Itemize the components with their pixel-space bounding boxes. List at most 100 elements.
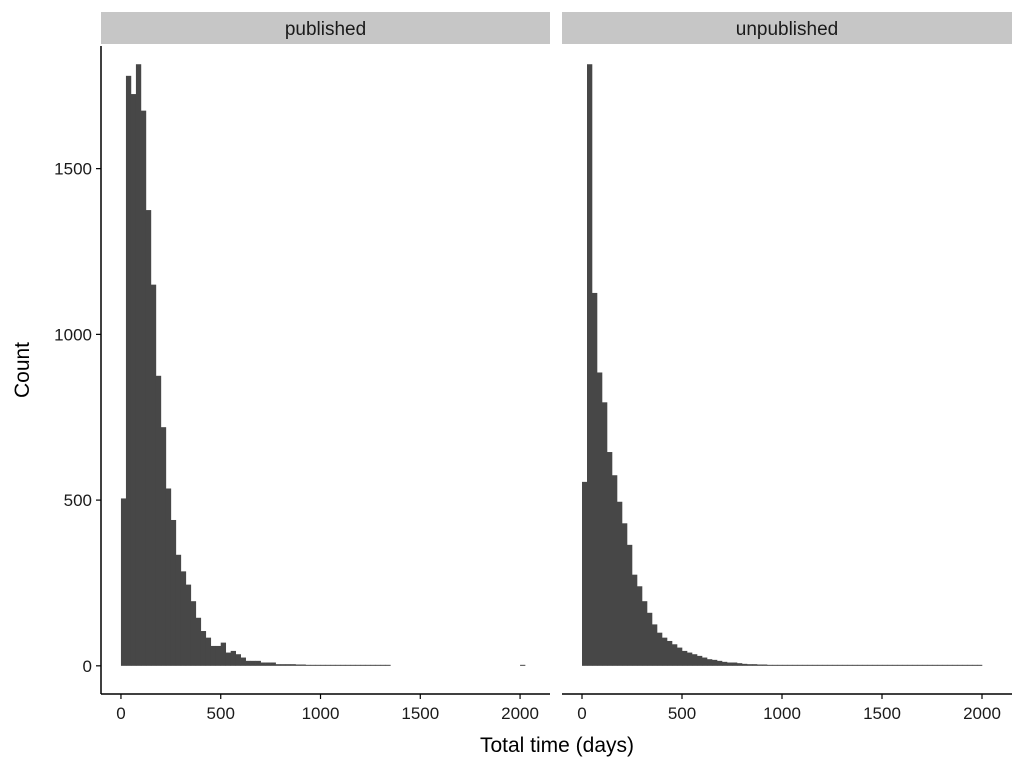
histogram-bar (752, 664, 758, 666)
x-tick-label: 1500 (401, 704, 439, 723)
histogram-bar (225, 652, 232, 666)
histogram-bar (270, 662, 276, 666)
strip-label: unpublished (736, 19, 838, 40)
histogram-bar (877, 664, 883, 666)
histogram-bar (697, 655, 703, 666)
x-tick-label: 1000 (302, 704, 340, 723)
x-tick-label: 0 (116, 704, 125, 723)
bars (120, 64, 526, 666)
histogram-bar (757, 664, 763, 666)
histogram-bar (657, 632, 663, 666)
histogram-bar (240, 657, 246, 666)
histogram-bar (847, 664, 853, 666)
histogram-bar (737, 663, 743, 666)
histogram-bar (892, 664, 898, 666)
panel-published: published 0 500 1000 1500 2000 0 500 1000 1500 (54, 12, 550, 723)
histogram-bar (902, 664, 908, 666)
histogram-bar (897, 664, 903, 666)
histogram-bar (285, 664, 291, 666)
x-tick-label: 2000 (963, 704, 1001, 723)
histogram-bar (345, 664, 351, 666)
histogram-bar (632, 574, 638, 666)
histogram-bar (692, 654, 698, 666)
histogram-bar (642, 601, 648, 666)
histogram-bar (767, 664, 773, 666)
histogram-bar (275, 664, 281, 666)
panel-unpublished: unpublished 0 500 1000 1500 2000 (562, 12, 1012, 723)
histogram-bar (520, 664, 526, 666)
histogram-bar (952, 664, 958, 666)
histogram-bar (637, 586, 643, 666)
histogram-bar (912, 664, 918, 666)
histogram-bar (747, 664, 753, 666)
histogram-bar (160, 427, 167, 666)
histogram-bar (932, 664, 938, 666)
histogram-bar (732, 662, 738, 666)
histogram-bar (667, 640, 673, 666)
histogram-bar (777, 664, 783, 666)
histogram-bar (857, 664, 863, 666)
histogram-bar (310, 664, 316, 666)
histogram-bar (867, 664, 873, 666)
histogram-bar (385, 664, 391, 666)
histogram-bar (677, 647, 683, 666)
x-tick-label: 1500 (863, 704, 901, 723)
histogram-bar (807, 664, 813, 666)
histogram-bar (822, 664, 828, 666)
histogram-bar (230, 650, 236, 666)
histogram-bar (135, 64, 142, 666)
histogram-bar (972, 664, 978, 666)
histogram-bar (290, 664, 296, 666)
histogram-bar (712, 659, 718, 666)
histogram-bar (762, 664, 768, 666)
histogram-bar (235, 654, 241, 666)
histogram-bar (360, 664, 366, 666)
histogram-bar (315, 664, 321, 666)
histogram-bar (375, 664, 381, 666)
histogram-bar (722, 661, 728, 666)
histogram-bar (245, 660, 251, 666)
histogram-bar (582, 481, 588, 666)
histogram-bar (295, 664, 301, 666)
histogram-bar (195, 617, 202, 666)
histogram-bar (707, 659, 713, 666)
histogram-bar (602, 402, 608, 666)
histogram-bar (962, 664, 968, 666)
histogram-bar (887, 664, 893, 666)
histogram-bar (647, 612, 653, 666)
histogram-bar (852, 664, 858, 666)
histogram-bar (937, 664, 943, 666)
histogram-bar (782, 664, 788, 666)
x-tick-label: 2000 (501, 704, 539, 723)
histogram-bar (165, 488, 172, 666)
histogram-bar (150, 284, 157, 666)
histogram-bar (622, 523, 628, 666)
histogram-bar (210, 645, 217, 666)
histogram-bar (907, 664, 913, 666)
histogram-bar (922, 664, 928, 666)
histogram-bar (130, 94, 137, 666)
histogram-bar (155, 375, 162, 666)
histogram-bar (340, 664, 346, 666)
histogram-bar (917, 664, 923, 666)
histogram-bar (265, 662, 271, 666)
histogram-bar (702, 657, 708, 666)
histogram-bar (727, 662, 733, 666)
y-tick-label: 0 (83, 657, 92, 676)
histogram-bar (255, 660, 261, 666)
histogram-bar (742, 663, 748, 666)
histogram-bar (330, 664, 336, 666)
histogram-bar (672, 644, 678, 666)
strip-label: published (285, 19, 366, 40)
histogram-bar (832, 664, 838, 666)
histogram-bar (300, 664, 306, 666)
histogram-bar (967, 664, 973, 666)
histogram-bar (260, 662, 266, 666)
histogram-bar (797, 664, 803, 666)
histogram-bar (942, 664, 948, 666)
histogram-bar (977, 664, 983, 666)
histogram-bar (220, 642, 227, 666)
histogram-bar (817, 664, 823, 666)
y-tick-label: 1500 (54, 160, 92, 179)
